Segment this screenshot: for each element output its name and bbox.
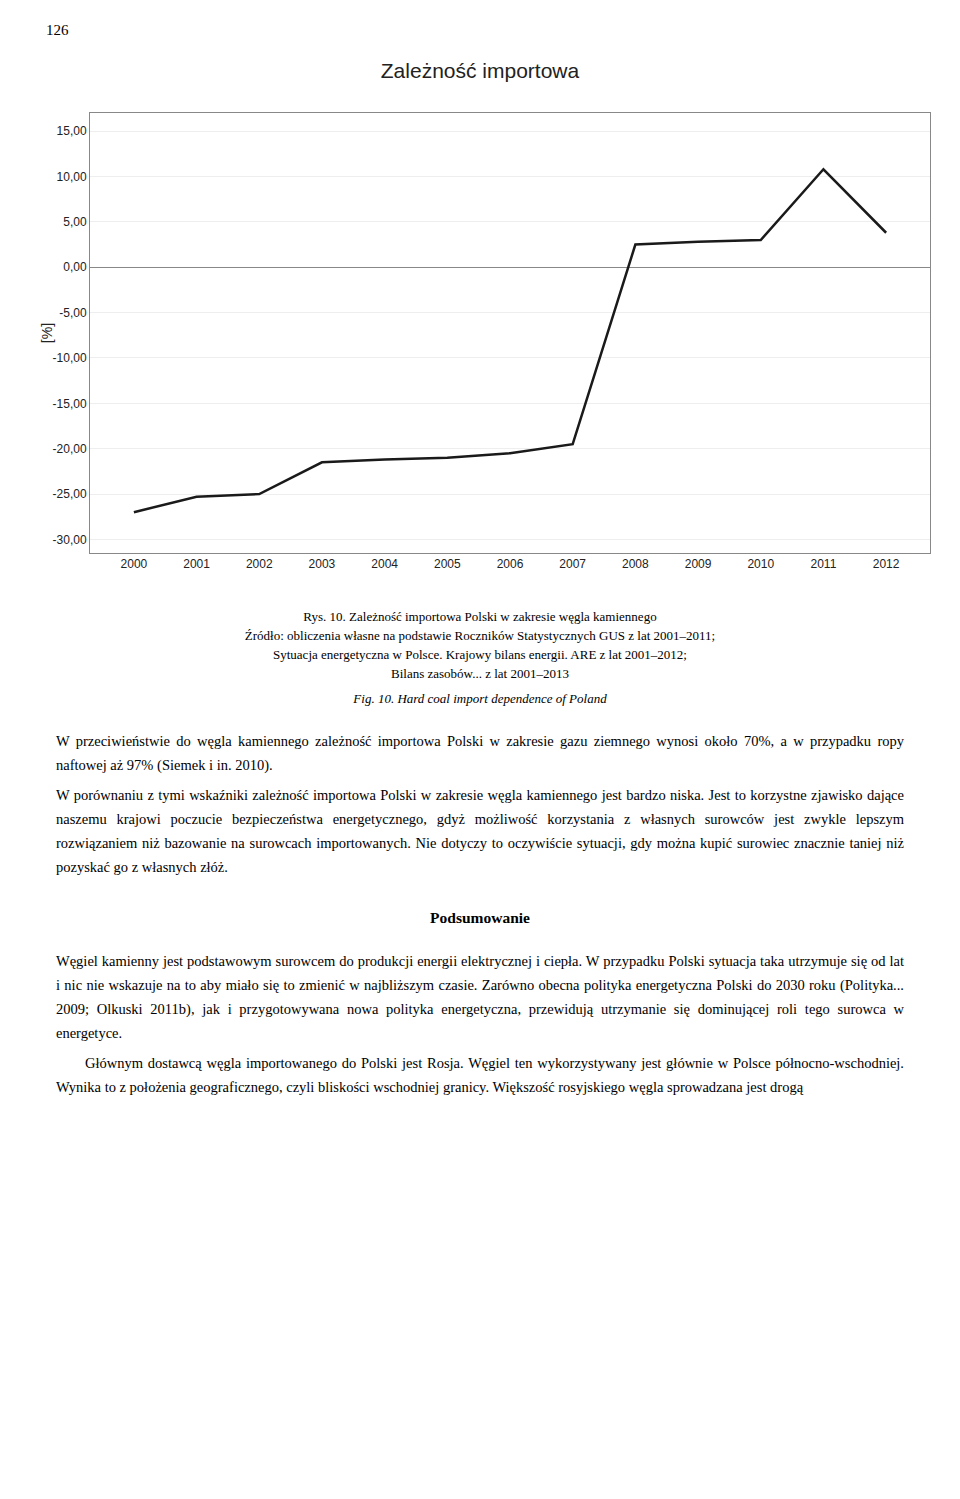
svg-text:-5,00: -5,00 (59, 306, 87, 320)
svg-text:2010: 2010 (747, 557, 774, 571)
svg-text:2004: 2004 (371, 557, 398, 571)
svg-text:-25,00: -25,00 (53, 487, 87, 501)
html-text:Sytuacja energetyczna w Polsce: Sytuacja energetyczna w Polsce. Krajowy … (273, 647, 687, 662)
svg-text:15,00: 15,00 (57, 124, 87, 138)
svg-text:5,00: 5,00 (63, 215, 87, 229)
svg-text:2011: 2011 (811, 557, 837, 571)
html-text:Bilans zasobów... z lat 2001–2: Bilans zasobów... z lat 2001–2013 (391, 666, 569, 681)
svg-text:2001: 2001 (183, 557, 210, 571)
svg-text:-20,00: -20,00 (53, 442, 87, 456)
svg-text:2006: 2006 (497, 557, 524, 571)
html-text:Źródło: obliczenia własne na p: Źródło: obliczenia własne na podstawie R… (244, 628, 716, 643)
svg-text:-10,00: -10,00 (53, 351, 87, 365)
svg-text:2005: 2005 (434, 557, 461, 571)
html-text:126: 126 (46, 22, 69, 38)
html-text:W porównaniu z tymi wskaźniki: W porównaniu z tymi wskaźniki zależność … (56, 787, 904, 875)
svg-text:2009: 2009 (685, 557, 712, 571)
html-text:W przeciwieństwie do węgla kam: W przeciwieństwie do węgla kamiennego za… (56, 733, 904, 773)
svg-text:-15,00: -15,00 (53, 397, 87, 411)
html-text:Fig. 10. Hard coal import depe: Fig. 10. Hard coal import dependence of … (353, 691, 607, 706)
html-text:Podsumowanie: Podsumowanie (430, 909, 530, 926)
svg-text:0,00: 0,00 (63, 260, 87, 274)
svg-text:-30,00: -30,00 (53, 533, 87, 547)
svg-text:2000: 2000 (121, 557, 148, 571)
html-text:Węgiel kamienny jest podstawow: Węgiel kamienny jest podstawowym surowce… (56, 953, 904, 1041)
svg-text:2002: 2002 (246, 557, 273, 571)
svg-text:2012: 2012 (873, 557, 900, 571)
svg-text:10,00: 10,00 (57, 170, 87, 184)
html-text:Rys. 10. Zależność importowa P: Rys. 10. Zależność importowa Polski w za… (303, 609, 657, 624)
svg-text:2008: 2008 (622, 557, 649, 571)
svg-text:Zależność importowa: Zależność importowa (381, 59, 580, 82)
svg-text:2003: 2003 (309, 557, 336, 571)
html-text:Głównym dostawcą węgla importo: Głównym dostawcą węgla importowanego do … (56, 1055, 904, 1095)
svg-text:[%]: [%] (39, 323, 55, 343)
svg-text:2007: 2007 (559, 557, 586, 571)
